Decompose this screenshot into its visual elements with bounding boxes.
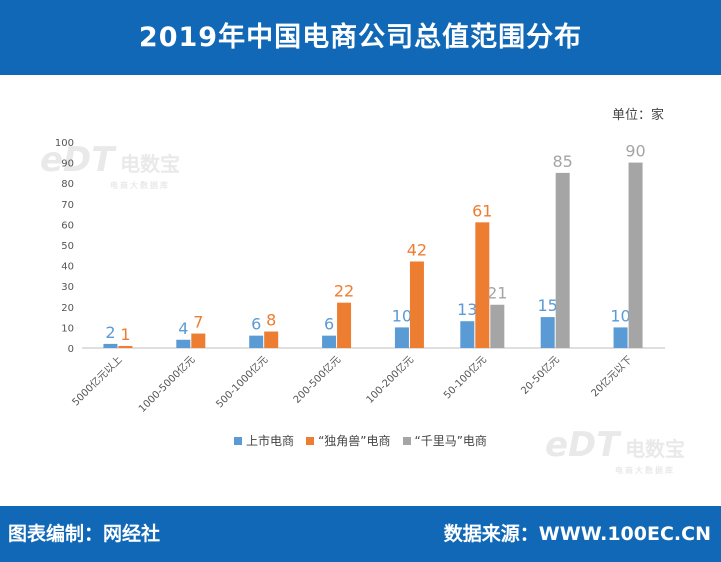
data-label: 13	[457, 300, 477, 319]
footer-banner: 图表编制：网经社 数据来源：WWW.100EC.CN	[0, 506, 721, 562]
bar	[395, 327, 409, 348]
watermark-sub-2: 电商大数据库	[615, 465, 685, 476]
x-tick-label: 20亿元以下	[588, 353, 634, 399]
bar	[103, 344, 117, 348]
y-tick-label: 30	[61, 282, 74, 293]
bar	[322, 336, 336, 348]
legend-label: “千里马”电商	[415, 434, 487, 448]
data-label: 22	[334, 282, 354, 301]
data-label: 7	[193, 313, 203, 332]
bar	[118, 346, 132, 348]
legend-item: “千里马”电商	[403, 432, 487, 449]
data-label: 4	[178, 319, 188, 338]
data-label: 1	[120, 325, 130, 344]
bar	[490, 305, 504, 348]
bar	[556, 173, 570, 348]
y-tick-label: 50	[61, 241, 74, 252]
bar	[264, 332, 278, 348]
bar	[614, 327, 628, 348]
chart-legend: 上市电商 “独角兽”电商 “千里马”电商	[0, 432, 721, 449]
x-tick-label: 500-1000亿元	[213, 353, 270, 410]
data-label: 6	[251, 315, 261, 334]
bar	[337, 303, 351, 348]
x-tick-label: 50-100亿元	[441, 353, 489, 401]
y-tick-label: 0	[68, 344, 74, 355]
y-tick-label: 60	[61, 220, 74, 231]
y-tick-label: 80	[61, 179, 74, 190]
bar	[541, 317, 555, 348]
x-tick-label: 200-500亿元	[290, 353, 343, 406]
bar-chart: 0 10 20 30 40 50 60 70 80 90 100 2 1 5000亿元以上 4 7 1000-5…	[0, 0, 721, 430]
x-tick-label: 100-200亿元	[363, 353, 416, 406]
data-label: 10	[610, 306, 630, 325]
bar	[460, 321, 474, 348]
bar	[191, 334, 205, 348]
x-tick-label: 1000-5000亿元	[136, 353, 198, 415]
legend-label: 上市电商	[246, 434, 294, 448]
data-label: 42	[407, 240, 427, 259]
data-label: 61	[472, 201, 492, 220]
bar	[410, 261, 424, 348]
legend-item: “独角兽”电商	[306, 432, 390, 449]
bar	[629, 163, 643, 348]
data-label: 21	[487, 284, 507, 303]
footer-credit: 图表编制：网经社	[8, 506, 160, 562]
bar	[249, 336, 263, 348]
data-label: 90	[625, 142, 645, 161]
legend-swatch	[306, 437, 314, 445]
y-tick-label: 40	[61, 262, 74, 273]
y-tick-label: 100	[55, 138, 74, 149]
data-label: 85	[553, 152, 573, 171]
data-label: 15	[538, 296, 558, 315]
data-label: 6	[324, 315, 334, 334]
data-label: 10	[392, 306, 412, 325]
footer-source: 数据来源：WWW.100EC.CN	[444, 506, 711, 562]
y-tick-label: 90	[61, 159, 74, 170]
legend-label: “独角兽”电商	[318, 434, 390, 448]
y-tick-label: 70	[61, 200, 74, 211]
y-tick-label: 10	[61, 323, 74, 334]
legend-item: 上市电商	[234, 432, 294, 449]
x-tick-label: 5000亿元以上	[69, 353, 124, 408]
data-label: 8	[266, 311, 276, 330]
data-label: 2	[105, 323, 115, 342]
bar	[176, 340, 190, 348]
y-tick-label: 20	[61, 303, 74, 314]
legend-swatch	[403, 437, 411, 445]
legend-swatch	[234, 437, 242, 445]
x-tick-label: 20-50亿元	[518, 353, 562, 397]
